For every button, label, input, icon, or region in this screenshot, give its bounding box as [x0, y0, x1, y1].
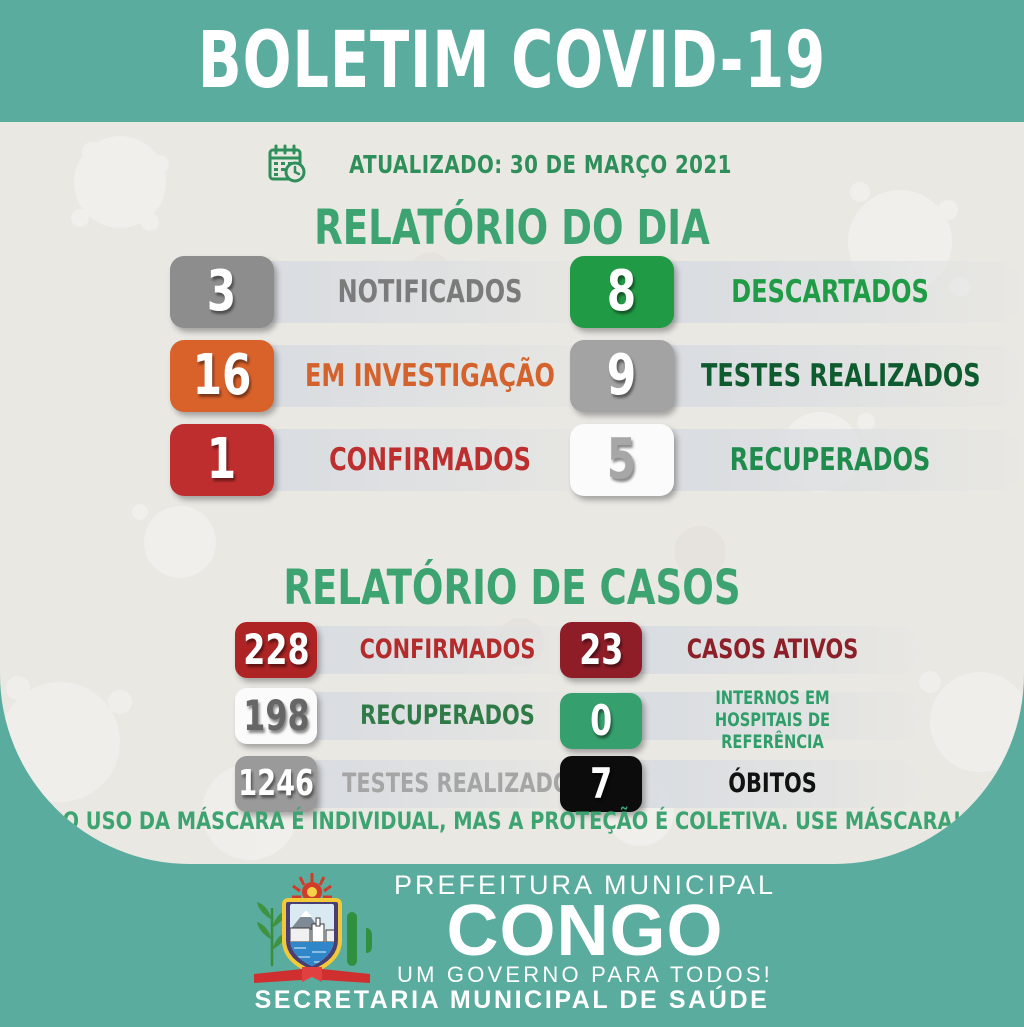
stat-label: CONFIRMADOS	[329, 441, 531, 478]
stat-value: 8	[607, 259, 637, 324]
cases-report-title: RELATÓRIO DE CASOS	[283, 560, 741, 616]
stat-value: 5	[607, 427, 637, 492]
stat-label: CONFIRMADOS	[359, 633, 536, 665]
brand-top-text: PREFEITURA MUNICIPAL	[393, 870, 777, 901]
stat-value-badge: 5	[570, 424, 674, 496]
stat-value: 228	[242, 625, 310, 674]
stat-pill	[222, 345, 622, 407]
stat-pill	[622, 261, 1022, 323]
stat-row: 16 EM INVESTIGAÇÃO	[170, 340, 622, 412]
poster-footer: PREFEITURA MUNICIPAL CONGO UM GOVERNO PA…	[0, 864, 1024, 1027]
stat-pill	[622, 345, 1022, 407]
stat-value-badge: 228	[235, 622, 317, 678]
stat-pill	[275, 626, 595, 674]
stat-label: INTERNOS EM HOSPITAIS DE REFERÊNCIA	[714, 687, 831, 753]
page-title: BOLETIM COVID-19	[197, 16, 827, 106]
stat-row: 228 CONFIRMADOS	[235, 622, 595, 678]
stat-row: 7 ÓBITOS	[560, 756, 920, 812]
day-report-title: RELATÓRIO DO DIA	[314, 200, 710, 256]
stat-value-badge: 198	[235, 688, 317, 744]
stat-row: 0 INTERNOS EM HOSPITAIS DE REFERÊNCIA	[560, 687, 920, 754]
updated-dateline: ATUALIZADO: 30 DE MARÇO 2021	[0, 144, 1024, 184]
brand-main-text: CONGO	[446, 891, 724, 972]
stat-value-badge: 1	[170, 424, 274, 496]
calendar-clock-icon	[268, 144, 306, 183]
main-panel: ATUALIZADO: 30 DE MARÇO 2021 RELATÓRIO D…	[0, 122, 1024, 864]
secretaria-text: SECRETARIA MUNICIPAL DE SAÚDE	[254, 986, 770, 1014]
stat-value: 7	[589, 759, 613, 808]
congo-coat-of-arms-logo	[253, 873, 372, 983]
stat-value-badge: 16	[170, 340, 274, 412]
stat-value-badge: 8	[570, 256, 674, 328]
stat-row: 3 NOTIFICADOS	[170, 256, 622, 328]
stat-pill	[275, 760, 595, 808]
stat-value-badge: 7	[560, 756, 642, 812]
poster-header: BOLETIM COVID-19	[0, 0, 1024, 122]
brand-slogan-text: UM GOVERNO PARA TODOS!	[396, 961, 773, 987]
stat-pill	[600, 760, 920, 808]
stat-pill	[222, 429, 622, 491]
stat-row: 1 CONFIRMADOS	[170, 424, 622, 496]
stat-value: 9	[607, 343, 637, 408]
stat-row: 8 DESCARTADOS	[570, 256, 1022, 328]
stat-label: ÓBITOS	[728, 767, 817, 799]
updated-date-text: ATUALIZADO: 30 DE MARÇO 2021	[348, 149, 732, 179]
mask-message: O USO DA MÁSCARA É INDIVIDUAL, MAS A PRO…	[62, 807, 962, 835]
stat-label: RECUPERADOS	[729, 441, 931, 478]
stat-pill	[275, 692, 595, 740]
brand-block: PREFEITURA MUNICIPAL CONGO UM GOVERNO PA…	[394, 872, 776, 985]
stat-value-badge: 1246	[235, 756, 317, 812]
stat-value: 16	[192, 343, 252, 408]
stat-value-badge: 0	[560, 692, 642, 749]
stat-value-badge: 23	[560, 622, 642, 678]
stat-pill	[600, 692, 920, 740]
stat-pill	[622, 429, 1022, 491]
stat-row: 1246 TESTES REALIZADOS	[235, 756, 595, 812]
stat-row: 23 CASOS ATIVOS	[560, 622, 920, 678]
stat-label: EM INVESTIGAÇÃO	[305, 357, 555, 394]
stat-value: 1246	[238, 763, 314, 804]
stat-label: TESTES REALIZADOS	[701, 357, 981, 394]
stat-row: 5 RECUPERADOS	[570, 424, 1022, 496]
stat-row: 198 RECUPERADOS	[235, 688, 595, 744]
stat-label: DESCARTADOS	[731, 273, 929, 310]
stat-value-badge: 9	[570, 340, 674, 412]
stat-pill	[222, 261, 622, 323]
stat-value: 198	[242, 691, 310, 740]
stat-label: TESTES REALIZADOS	[342, 767, 586, 799]
stat-value: 0	[589, 695, 613, 745]
stat-label: RECUPERADOS	[360, 699, 535, 731]
coat-of-arms-ribbon	[253, 967, 370, 983]
stat-value-badge: 3	[170, 256, 274, 328]
stat-value: 1	[207, 427, 237, 492]
stat-value: 3	[207, 259, 237, 324]
stat-value: 23	[578, 625, 624, 674]
stat-row: 9 TESTES REALIZADOS	[570, 340, 1022, 412]
stat-label: CASOS ATIVOS	[686, 633, 859, 665]
stat-label: NOTIFICADOS	[337, 273, 523, 310]
stat-pill	[600, 626, 920, 674]
